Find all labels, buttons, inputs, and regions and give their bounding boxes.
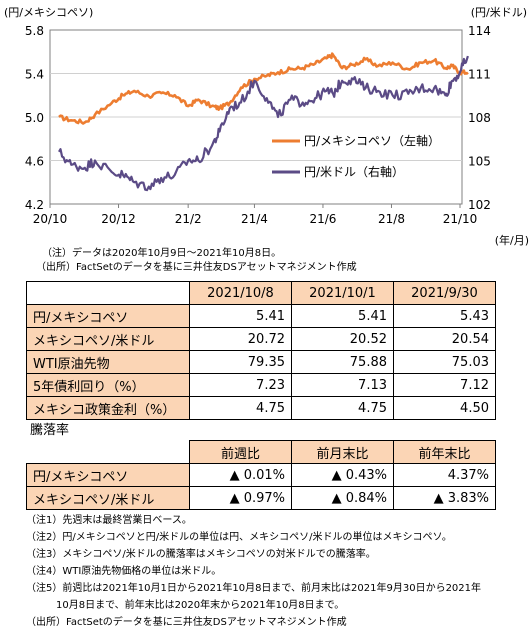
chart-note-source: （出所）FactSetのデータを基に三井住友DSアセットマネジメント作成 <box>36 262 357 273</box>
chart-note-data: （注）データは2020年10月9日～2021年10月8日。 <box>42 248 282 259</box>
change-table: 前週比 前月末比 前年末比 円/メキシコペソ ▲ 0.01% ▲ 0.43% 4… <box>26 440 496 510</box>
table-row: メキシコペソ/米ドル ▲ 0.97% ▲ 0.84% ▲ 3.83% <box>26 486 496 510</box>
cell-value: 4.75 <box>291 396 394 420</box>
market-table-corner <box>26 281 190 305</box>
y-right-tick-label: 114 <box>468 24 491 38</box>
cell-value: 20.72 <box>189 327 292 351</box>
market-table-header: 2021/10/8 2021/10/1 2021/9/30 <box>26 281 496 305</box>
cell-value: 79.35 <box>189 350 292 374</box>
cell-value: 7.12 <box>393 373 496 397</box>
x-unit: (年/月) <box>495 233 529 247</box>
cell-value: 7.13 <box>291 373 394 397</box>
table-row: 円/メキシコペソ 5.41 5.41 5.43 <box>26 304 496 328</box>
legend-label-jpy-usd: 円/米ドル（右軸） <box>304 164 404 179</box>
cell-value: 5.41 <box>291 304 394 328</box>
y-left-tick-label: 4.2 <box>25 198 44 212</box>
change-table-corner <box>26 440 190 464</box>
market-table-col-2: 2021/10/1 <box>291 281 394 305</box>
row-label: WTI原油先物 <box>26 350 190 374</box>
cell-value: ▲ 0.43% <box>291 463 394 487</box>
cell-value: ▲ 0.97% <box>189 486 292 510</box>
series-line-jpy-mxn <box>58 52 469 125</box>
table-row: WTI原油先物 79.35 75.88 75.03 <box>26 350 496 374</box>
row-label: 円/メキシコペソ <box>26 304 190 328</box>
row-label: メキシコペソ/米ドル <box>26 486 190 510</box>
x-tick-label: 21/8 <box>378 212 405 226</box>
footnote: （注2）円/メキシコペソと円/米ドルの単位は円、メキシコペソ/米ドルの単位はメキ… <box>26 532 452 543</box>
cell-value: 4.37% <box>393 463 496 487</box>
footnote: （注3）メキシコペソ/米ドルの騰落率はメキシコペソの対米ドルでの騰落率。 <box>26 549 376 560</box>
footnote: 10月8日まで、前年末比は2020年末から2021年10月8日まで。 <box>26 600 345 611</box>
cell-value: 4.75 <box>189 396 292 420</box>
y-right-tick-label: 111 <box>468 68 491 82</box>
cell-value: ▲ 0.01% <box>189 463 292 487</box>
table-row: メキシコ政策金利（%） 4.75 4.75 4.50 <box>26 396 496 420</box>
left-axis-title: (円/メキシコペソ) <box>4 6 93 19</box>
change-table-header: 前週比 前月末比 前年末比 <box>26 440 496 464</box>
cell-value: ▲ 0.84% <box>291 486 394 510</box>
footnotes: （注1）先週末は最終営業日ベース。 （注2）円/メキシコペソと円/米ドルの単位は… <box>26 512 481 631</box>
x-tick-label: 21/4 <box>241 212 268 226</box>
x-tick-label: 20/12 <box>101 212 136 226</box>
cell-value: ▲ 3.83% <box>393 486 496 510</box>
market-table: 2021/10/8 2021/10/1 2021/9/30 円/メキシコペソ 5… <box>26 281 496 420</box>
footnote: （出所）FactSetのデータを基に三井住友DSアセットマネジメント作成 <box>26 617 347 628</box>
legend: 円/メキシコペソ（左軸） 円/米ドル（右軸） <box>272 133 440 179</box>
footnote: （注4）WTI原油先物価格の単位は米ドル。 <box>26 566 222 577</box>
series-line-jpy-usd <box>58 55 469 192</box>
x-tick-label: 21/10 <box>443 212 478 226</box>
x-tick-label: 20/10 <box>33 212 68 226</box>
row-label: 円/メキシコペソ <box>26 463 190 487</box>
market-table-col-1: 2021/10/8 <box>189 281 292 305</box>
y-right-tick-label: 102 <box>468 198 491 212</box>
right-axis-title: (円/米ドル) <box>471 6 527 19</box>
y-right-tick-label: 108 <box>468 111 491 125</box>
row-label: メキシコペソ/米ドル <box>26 327 190 351</box>
table-row: 円/メキシコペソ ▲ 0.01% ▲ 0.43% 4.37% <box>26 463 496 487</box>
y-left-tick-label: 5.0 <box>25 111 44 125</box>
y-right-tick-label: 105 <box>468 155 491 169</box>
change-rate-title: 騰落率 <box>30 423 70 438</box>
legend-label-jpy-mxn: 円/メキシコペソ（左軸） <box>304 133 440 148</box>
x-tick-label: 21/2 <box>175 212 202 226</box>
footnote: （注5）前週比は2021年10月1日から2021年10月8日まで、前月末比は20… <box>26 583 482 594</box>
row-label: メキシコ政策金利（%） <box>26 396 190 420</box>
change-table-col-2: 前月末比 <box>291 440 394 464</box>
cell-value: 20.54 <box>393 327 496 351</box>
cell-value: 75.88 <box>291 350 394 374</box>
y-left-tick-label: 5.8 <box>25 24 44 38</box>
y-left-tick-label: 4.6 <box>25 155 44 169</box>
cell-value: 4.50 <box>393 396 496 420</box>
y-left-tick-label: 5.4 <box>25 68 44 82</box>
table-row: 5年債利回り（%） 7.23 7.13 7.12 <box>26 373 496 397</box>
table-row: メキシコペソ/米ドル 20.72 20.52 20.54 <box>26 327 496 351</box>
cell-value: 5.43 <box>393 304 496 328</box>
market-table-col-3: 2021/9/30 <box>393 281 496 305</box>
change-table-col-3: 前年末比 <box>393 440 496 464</box>
cell-value: 7.23 <box>189 373 292 397</box>
cell-value: 20.52 <box>291 327 394 351</box>
footnote: （注1）先週末は最終営業日ベース。 <box>26 515 192 526</box>
row-label: 5年債利回り（%） <box>26 373 190 397</box>
x-tick-label: 21/6 <box>309 212 336 226</box>
cell-value: 5.41 <box>189 304 292 328</box>
fx-line-chart: 5.8 5.4 5.0 4.6 4.2 114 111 108 105 102 20/10 20/12… <box>4 6 529 247</box>
cell-value: 75.03 <box>393 350 496 374</box>
change-table-col-1: 前週比 <box>189 440 292 464</box>
